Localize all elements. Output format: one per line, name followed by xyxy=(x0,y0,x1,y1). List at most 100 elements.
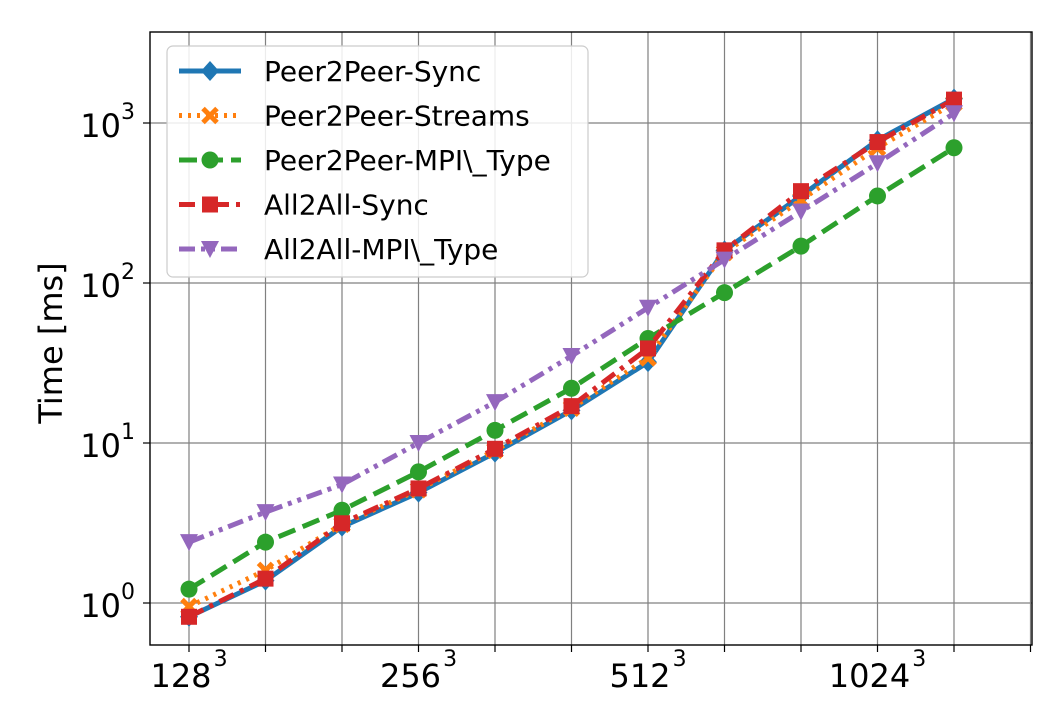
series-layer xyxy=(180,88,963,627)
data-point xyxy=(869,134,886,151)
y-tick-label: 10 xyxy=(80,427,121,465)
square-marker xyxy=(410,480,427,497)
data-point xyxy=(946,91,962,108)
circle-marker xyxy=(180,580,198,598)
data-point xyxy=(715,251,734,269)
legend-marker xyxy=(201,151,219,169)
data-point xyxy=(257,533,274,551)
series-line xyxy=(187,97,956,620)
triangle-down-marker xyxy=(639,299,657,317)
data-point xyxy=(945,139,963,157)
data-point xyxy=(410,463,427,481)
data-point xyxy=(334,515,350,532)
legend-label: All2All-Sync xyxy=(264,189,429,222)
triangle-down-marker xyxy=(409,435,428,452)
y-tick-label-exponent: 2 xyxy=(121,260,135,285)
data-point xyxy=(945,105,963,123)
triangle-down-marker xyxy=(715,251,734,269)
diamond-marker xyxy=(639,352,657,373)
circle-marker xyxy=(333,501,351,519)
plot-frame xyxy=(149,31,1033,646)
circle-marker xyxy=(563,379,580,397)
circle-marker xyxy=(201,151,219,169)
x-tick-label-exponent: 3 xyxy=(673,647,687,672)
data-point xyxy=(639,299,657,317)
x-tick-label-exponent: 3 xyxy=(443,647,457,672)
data-point xyxy=(180,580,198,598)
circle-marker xyxy=(792,237,810,255)
legend-marker xyxy=(201,106,219,125)
data-point xyxy=(333,501,351,519)
data-point xyxy=(640,340,656,357)
y-tick-label: 10 xyxy=(80,267,121,305)
triangle-down-marker xyxy=(333,476,351,494)
y-axis-label: Time [ms] xyxy=(32,262,70,424)
legend-entry: Peer2Peer-Streams xyxy=(179,100,530,133)
data-point xyxy=(486,394,504,412)
data-point xyxy=(409,435,428,452)
legend-entry: All2All-Sync xyxy=(179,189,429,222)
triangle-down-marker xyxy=(945,105,963,123)
x-tick-label: 512 xyxy=(609,657,670,695)
data-point xyxy=(563,379,580,397)
data-point xyxy=(639,352,657,373)
x-tick-label-exponent: 3 xyxy=(214,647,228,672)
x-tick-label-exponent: 3 xyxy=(912,647,926,672)
data-point xyxy=(181,608,197,625)
legend-label: All2All-MPI\_Type xyxy=(264,233,498,266)
y-tick-label-exponent: 0 xyxy=(121,580,135,605)
square-marker xyxy=(334,515,350,532)
data-point xyxy=(563,398,580,415)
square-marker xyxy=(181,608,197,625)
data-point xyxy=(256,504,275,522)
y-tick-label-exponent: 1 xyxy=(121,420,135,445)
data-point xyxy=(333,476,351,494)
x-tick-label: 1024 xyxy=(829,657,910,695)
legend-entry: Peer2Peer-MPI\_Type xyxy=(179,144,551,177)
legend-marker xyxy=(201,241,219,258)
data-point xyxy=(793,183,809,200)
triangle-down-marker xyxy=(180,534,198,552)
triangle-down-marker xyxy=(201,241,219,258)
square-marker xyxy=(946,91,962,108)
circle-marker xyxy=(716,284,733,302)
y-tick-label: 10 xyxy=(80,587,121,625)
square-marker xyxy=(640,340,656,357)
triangle-down-marker xyxy=(868,155,887,173)
triangle-down-marker xyxy=(486,394,504,412)
legend-label: Peer2Peer-Streams xyxy=(264,100,530,133)
series-all2all-mpi-type xyxy=(180,105,963,552)
legend-box xyxy=(166,45,589,278)
data-point xyxy=(257,570,274,587)
legend-entry: Peer2Peer-Sync xyxy=(179,55,481,88)
data-point xyxy=(180,534,198,552)
legend-marker xyxy=(202,196,218,213)
data-point xyxy=(562,347,581,365)
y-tick-label-exponent: 3 xyxy=(121,100,135,125)
legend-entry: All2All-MPI\_Type xyxy=(179,233,498,266)
data-point xyxy=(410,480,427,497)
square-marker xyxy=(563,398,580,415)
square-marker xyxy=(257,570,274,587)
square-marker xyxy=(793,183,809,200)
legend-label: Peer2Peer-MPI\_Type xyxy=(264,144,551,177)
x-tick-label: 256 xyxy=(380,657,441,695)
data-point xyxy=(486,421,504,439)
data-point xyxy=(869,187,886,205)
triangle-down-marker xyxy=(562,347,581,365)
diamond-marker xyxy=(201,61,219,81)
x-tick-label: 128 xyxy=(150,657,211,695)
circle-marker xyxy=(486,421,504,439)
series-peer2peer-mpi-type xyxy=(180,139,963,598)
x-marker xyxy=(201,106,219,125)
circle-marker xyxy=(410,463,427,481)
legend: Peer2Peer-Sync Peer2Peer-Streams Peer2Peer… xyxy=(166,45,589,278)
legend-label: Peer2Peer-Sync xyxy=(264,55,481,88)
data-point xyxy=(487,440,503,457)
data-point xyxy=(792,203,810,221)
square-marker xyxy=(869,134,886,151)
y-tick-label: 10 xyxy=(80,107,121,145)
triangle-down-marker xyxy=(256,504,275,522)
